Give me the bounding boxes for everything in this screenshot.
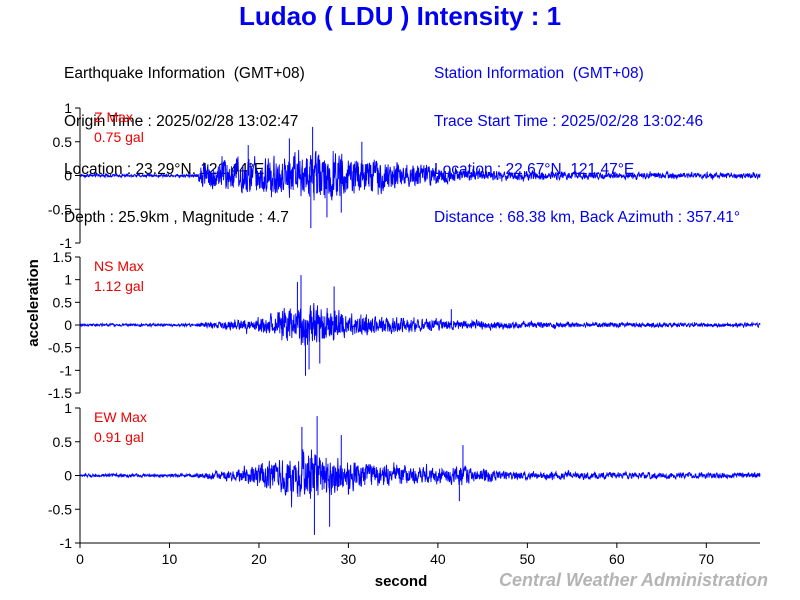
x-tick-label: 40: [430, 551, 446, 567]
y-tick-label: 0: [64, 168, 72, 184]
depth-magnitude: Depth : 25.9km , Magnitude : 4.7: [64, 209, 289, 226]
max-label-ns: NS Max: [94, 258, 144, 274]
x-tick-label: 10: [162, 551, 178, 567]
x-axis-title: second: [375, 573, 428, 590]
y-tick-label: 0.5: [53, 134, 73, 150]
max-value-z: 0.75 gal: [94, 129, 144, 145]
distance-azimuth: Distance : 68.38 km, Back Azimuth : 357.…: [434, 209, 741, 226]
panel-ns: -1.5 -1 -0.5 0 0.5 1 1.5 NS Max 1.12 gal: [48, 249, 761, 401]
panel-z: -1 -0.5 0 0.5 1 Z Max 0.75 gal: [48, 100, 761, 251]
y-tick-label: -1.5: [48, 385, 72, 401]
trace-start-time: Trace Start Time : 2025/02/28 13:02:46: [434, 113, 704, 130]
y-tick-label: 1.5: [53, 249, 73, 265]
origin-time: Origin Time : 2025/02/28 13:02:47: [64, 113, 299, 130]
x-tick-label: 70: [699, 551, 715, 567]
max-value-ns: 1.12 gal: [94, 278, 144, 294]
y-tick-label: 0: [64, 317, 72, 333]
credit-label: Central Weather Administration: [498, 570, 768, 590]
x-tick-label: 50: [520, 551, 536, 567]
panel-ew: -1 -0.5 0 0.5 1 EW Max 0.91 gal: [48, 400, 761, 551]
y-tick-label: 1: [64, 100, 72, 116]
max-label-z: Z Max: [94, 109, 133, 125]
x-tick-label: 30: [341, 551, 357, 567]
y-tick-label: 0.5: [53, 434, 73, 450]
y-tick-label: 0: [64, 468, 72, 484]
x-tick-label: 20: [251, 551, 267, 567]
max-label-ew: EW Max: [94, 409, 147, 425]
station-info-panel: Station Information (GMT+08) Trace Start…: [434, 34, 740, 242]
waveform-ew: [79, 449, 761, 508]
y-tick-label: -1: [60, 235, 73, 251]
y-tick-label: -0.5: [48, 201, 72, 217]
x-tick-label: 60: [609, 551, 625, 567]
y-tick-label: -1: [60, 362, 73, 378]
station-info-heading: Station Information (GMT+08): [434, 65, 644, 82]
y-tick-label: 1: [64, 400, 72, 416]
waveform-z: [79, 149, 761, 201]
waveform-ns: [79, 303, 761, 346]
chart-title: Ludao ( LDU ) Intensity : 1: [238, 1, 562, 31]
y-tick-label: 1: [64, 272, 72, 288]
y-tick-label: 0.5: [53, 294, 73, 310]
y-tick-label: -0.5: [48, 501, 72, 517]
x-tick-label: 0: [76, 551, 84, 567]
y-axis-title: acceleration: [25, 259, 42, 347]
earthquake-info-heading: Earthquake Information (GMT+08): [64, 65, 305, 82]
y-tick-label: -0.5: [48, 340, 72, 356]
y-tick-label: -1: [60, 535, 73, 551]
max-value-ew: 0.91 gal: [94, 429, 144, 445]
